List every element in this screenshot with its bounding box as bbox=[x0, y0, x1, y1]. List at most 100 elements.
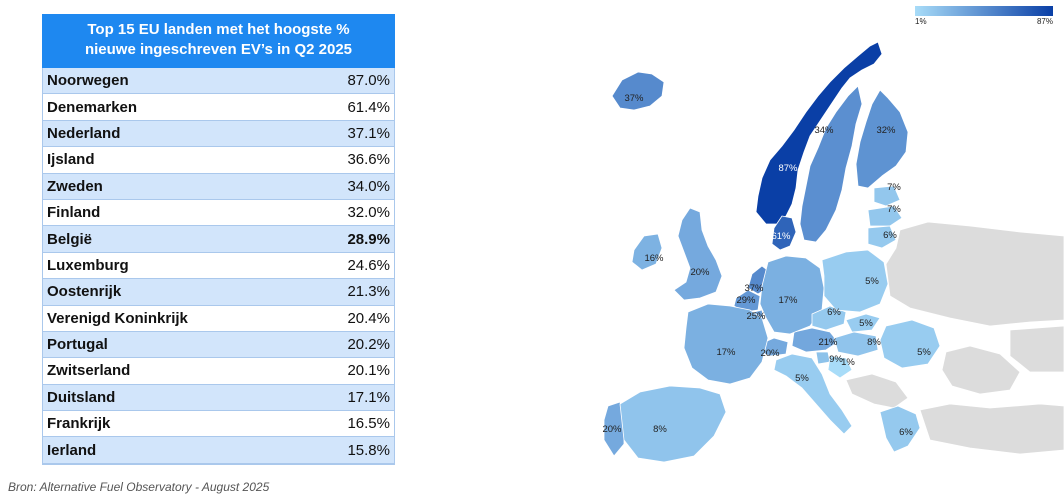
country-croatia bbox=[827, 355, 853, 379]
country-name: Verenigd Koninkrijk bbox=[47, 309, 188, 327]
country-austria bbox=[791, 327, 839, 353]
country-label-romania: 5% bbox=[917, 347, 931, 358]
ev-share-value: 20.4% bbox=[347, 309, 390, 327]
country-label-france: 17% bbox=[716, 347, 736, 358]
country-denmark bbox=[771, 215, 797, 251]
country-label-denmark: 61% bbox=[771, 231, 791, 242]
ev-share-value: 36.6% bbox=[347, 151, 390, 169]
country-label-luxembourg: 25% bbox=[746, 311, 766, 322]
country-name: Duitsland bbox=[47, 388, 116, 406]
country-slovakia bbox=[845, 313, 881, 333]
country-name: Ijsland bbox=[47, 151, 95, 169]
country-label-czechia: 6% bbox=[827, 307, 841, 318]
country-name: Denemarken bbox=[47, 98, 138, 116]
country-name: Oostenrijk bbox=[47, 283, 122, 301]
table-row: Duitsland 17.1% bbox=[43, 384, 394, 412]
country-label-greece: 6% bbox=[899, 427, 913, 438]
table-row: Verenigd Koninkrijk 20.4% bbox=[43, 305, 394, 332]
legend-max-label: 87% bbox=[1037, 17, 1053, 26]
ev-share-value: 16.5% bbox=[347, 415, 390, 433]
country-ireland bbox=[631, 233, 663, 271]
ev-share-value: 37.1% bbox=[347, 124, 390, 142]
table-row: Portugal 20.2% bbox=[43, 331, 394, 359]
country-czechia bbox=[811, 305, 847, 331]
ev-share-table: Top 15 EU landen met het hoogste % nieuw… bbox=[42, 14, 395, 465]
ev-share-value: 87.0% bbox=[347, 72, 390, 90]
ev-share-value: 15.8% bbox=[347, 441, 390, 459]
no-data-region bbox=[845, 373, 909, 409]
country-label-austria: 21% bbox=[818, 337, 838, 348]
table-row: Frankrijk 16.5% bbox=[43, 411, 394, 438]
country-name: Zwitserland bbox=[47, 362, 131, 380]
europe-ev-map: 1% 87% 87% 61% 37% 37% 34% 32% 29% 25% 21% 20% 20%… bbox=[602, 6, 1064, 463]
table-body: Noorwegen 87.0% Denemarken 61.4% Nederland 37… bbox=[42, 68, 395, 465]
country-name: België bbox=[47, 230, 93, 248]
no-data-region bbox=[941, 345, 1021, 395]
country-label-slovakia: 5% bbox=[859, 318, 873, 329]
country-hungary bbox=[833, 331, 879, 357]
no-data-region bbox=[919, 403, 1064, 455]
country-name: Luxemburg bbox=[47, 256, 129, 274]
country-label-ireland: 16% bbox=[644, 253, 664, 264]
country-label-croatia: 1% bbox=[841, 357, 855, 368]
country-label-iceland: 37% bbox=[624, 93, 644, 104]
table-title-line-2: nieuwe ingeschreven EV’s in Q2 2025 bbox=[84, 41, 353, 58]
ev-share-value: 32.0% bbox=[347, 204, 390, 222]
ev-share-value: 17.1% bbox=[347, 388, 390, 406]
country-label-estonia: 7% bbox=[887, 182, 901, 193]
country-poland bbox=[821, 249, 889, 313]
no-data-region bbox=[1009, 325, 1064, 373]
country-romania bbox=[879, 319, 941, 369]
country-label-hungary: 8% bbox=[867, 337, 881, 348]
country-uk bbox=[673, 207, 723, 301]
country-label-spain: 8% bbox=[653, 424, 667, 435]
table-row: Luxemburg 24.6% bbox=[43, 252, 394, 280]
country-iceland bbox=[611, 71, 665, 111]
country-label-poland: 5% bbox=[865, 276, 879, 287]
table-row: Nederland 37.1% bbox=[43, 120, 394, 148]
country-label-norway: 87% bbox=[778, 163, 798, 174]
table-title-line-1: Top 15 EU landen met het hoogste % bbox=[87, 21, 350, 38]
table-row: Ijsland 36.6% bbox=[43, 147, 394, 174]
country-name: Zweden bbox=[47, 177, 103, 195]
table-row: Finland 32.0% bbox=[43, 199, 394, 227]
table-title: Top 15 EU landen met het hoogste % nieuw… bbox=[42, 14, 395, 68]
country-italy bbox=[773, 353, 853, 435]
map-legend: 1% 87% bbox=[915, 6, 1053, 26]
country-label-uk: 20% bbox=[690, 267, 710, 278]
country-label-portugal: 20% bbox=[602, 424, 622, 435]
table-row: Zweden 34.0% bbox=[43, 173, 394, 200]
country-label-latvia: 7% bbox=[887, 204, 901, 215]
country-lithuania bbox=[867, 225, 897, 249]
country-sweden bbox=[799, 85, 863, 243]
country-label-belgium: 29% bbox=[736, 295, 756, 306]
country-france bbox=[683, 303, 769, 385]
country-name: Portugal bbox=[47, 336, 108, 354]
country-slovenia bbox=[815, 351, 831, 365]
country-name: Ierland bbox=[47, 441, 97, 459]
ev-share-value: 24.6% bbox=[347, 256, 390, 274]
legend-bar bbox=[915, 6, 1053, 16]
table-row: Noorwegen 87.0% bbox=[43, 68, 394, 95]
country-label-switzerland: 20% bbox=[760, 348, 780, 359]
table-row: Oostenrijk 21.3% bbox=[43, 279, 394, 306]
country-label-finland: 32% bbox=[876, 125, 896, 136]
ev-share-value: 20.2% bbox=[347, 336, 390, 354]
ev-share-value: 21.3% bbox=[347, 283, 390, 301]
country-name: Finland bbox=[47, 204, 101, 222]
country-label-slovenia: 9% bbox=[829, 354, 843, 365]
country-latvia bbox=[867, 205, 903, 227]
table-row: Zwitserland 20.1% bbox=[43, 358, 394, 385]
ev-share-value: 28.9% bbox=[347, 230, 390, 248]
table-row: Ierland 15.8% bbox=[43, 437, 394, 464]
country-belgium bbox=[733, 289, 761, 313]
country-label-germany: 17% bbox=[778, 295, 798, 306]
country-label-italy: 5% bbox=[795, 373, 809, 384]
country-germany bbox=[759, 255, 825, 335]
source-note: Bron: Alternative Fuel Observatory - Aug… bbox=[8, 480, 270, 494]
country-name: Noorwegen bbox=[47, 72, 129, 90]
ev-share-value: 34.0% bbox=[347, 177, 390, 195]
legend-min-label: 1% bbox=[915, 17, 927, 26]
ev-share-value: 61.4% bbox=[347, 98, 390, 116]
country-name: Nederland bbox=[47, 124, 121, 142]
